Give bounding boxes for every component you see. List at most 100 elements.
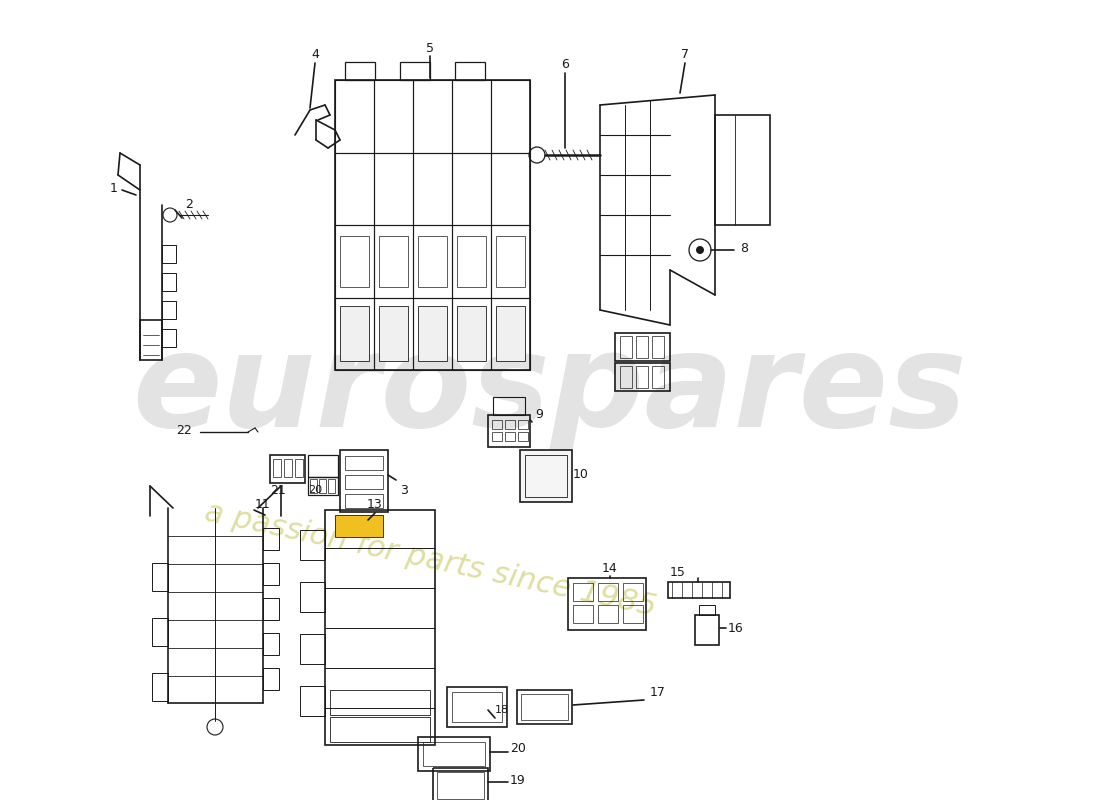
Bar — [374, 153, 412, 225]
Bar — [330, 690, 430, 715]
Bar — [418, 737, 490, 771]
Circle shape — [696, 246, 704, 254]
Bar — [452, 80, 491, 153]
Bar — [652, 366, 664, 388]
Text: 18: 18 — [495, 705, 509, 715]
Text: 5: 5 — [426, 42, 434, 54]
Bar — [598, 583, 618, 601]
Bar — [324, 510, 435, 745]
Bar — [668, 582, 730, 598]
Bar — [336, 298, 374, 370]
Bar — [400, 62, 430, 80]
Bar — [491, 80, 530, 153]
Bar — [152, 673, 168, 701]
Bar — [162, 329, 176, 347]
Text: eurospares: eurospares — [133, 326, 967, 454]
Bar — [336, 153, 374, 225]
Bar — [340, 236, 370, 286]
Bar — [418, 236, 448, 286]
Bar — [452, 225, 491, 298]
Bar — [573, 583, 593, 601]
Bar — [623, 605, 643, 623]
Bar — [374, 80, 412, 153]
Bar — [412, 298, 452, 370]
Bar — [521, 694, 568, 720]
Bar — [620, 366, 632, 388]
Bar — [152, 563, 168, 591]
Bar — [263, 668, 279, 690]
Bar — [300, 530, 324, 560]
Bar — [340, 306, 370, 362]
Bar — [496, 306, 526, 362]
Bar — [488, 415, 530, 447]
Bar — [505, 432, 515, 441]
Bar — [517, 690, 572, 724]
Bar — [652, 336, 664, 358]
Text: 20: 20 — [510, 742, 526, 754]
Text: 19: 19 — [510, 774, 526, 786]
Bar — [374, 225, 412, 298]
Bar — [284, 459, 292, 477]
Bar — [433, 768, 488, 800]
Bar — [456, 236, 486, 286]
Text: 15: 15 — [670, 566, 686, 579]
Bar — [452, 153, 491, 225]
Bar — [437, 772, 484, 799]
Bar — [491, 225, 530, 298]
Bar — [300, 582, 324, 612]
Bar — [520, 450, 572, 502]
Bar — [345, 456, 383, 470]
Bar — [412, 153, 452, 225]
Bar — [140, 320, 162, 360]
Bar — [505, 420, 515, 429]
Text: 2: 2 — [185, 198, 192, 211]
Bar — [456, 306, 486, 362]
Bar — [568, 578, 646, 630]
Bar — [418, 306, 448, 362]
Bar — [319, 479, 326, 493]
Bar — [345, 62, 375, 80]
Text: 14: 14 — [602, 562, 618, 574]
Bar — [598, 605, 618, 623]
Bar — [492, 420, 502, 429]
Bar — [698, 605, 715, 615]
Text: 11: 11 — [255, 498, 271, 511]
Bar — [491, 153, 530, 225]
Bar — [336, 515, 383, 537]
Text: 3: 3 — [400, 483, 408, 497]
Bar — [412, 225, 452, 298]
Bar — [340, 450, 388, 512]
Bar — [336, 80, 530, 370]
Text: 10: 10 — [573, 469, 588, 482]
Bar — [491, 298, 530, 370]
Bar — [336, 80, 374, 153]
Bar — [378, 306, 408, 362]
Bar — [452, 692, 502, 722]
Bar — [452, 298, 491, 370]
Bar — [345, 475, 383, 489]
Bar — [374, 298, 412, 370]
Bar — [615, 333, 670, 361]
Text: 20: 20 — [308, 485, 322, 495]
Text: 8: 8 — [740, 242, 748, 254]
Bar — [492, 432, 502, 441]
Text: 21: 21 — [271, 483, 286, 497]
Bar — [162, 273, 176, 291]
Bar — [300, 634, 324, 664]
Text: 16: 16 — [728, 622, 744, 634]
Bar — [273, 459, 280, 477]
Bar — [447, 687, 507, 727]
Bar — [263, 633, 279, 655]
Bar — [493, 397, 525, 415]
Bar — [263, 563, 279, 585]
Text: 22: 22 — [176, 423, 192, 437]
Bar — [162, 245, 176, 263]
Bar — [518, 420, 528, 429]
Bar — [636, 366, 648, 388]
Bar — [455, 62, 485, 80]
Bar — [615, 363, 670, 391]
Bar — [263, 598, 279, 620]
Text: 17: 17 — [650, 686, 666, 699]
Text: 9: 9 — [535, 409, 543, 422]
Bar — [162, 301, 176, 319]
